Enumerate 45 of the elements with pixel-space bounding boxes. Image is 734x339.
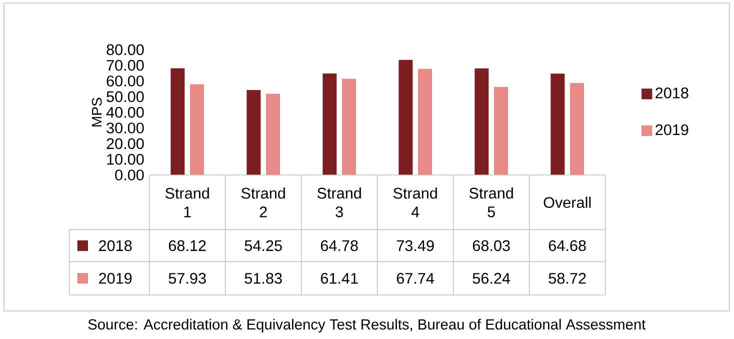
data-label: 73.49 [396, 240, 434, 252]
y-tick-label: 20.00 [106, 138, 144, 150]
data-label: 68.03 [472, 240, 510, 252]
text: 2019 [99, 272, 132, 284]
legend-label: 2019 [656, 124, 688, 136]
x-tick-label: Strand 4 [393, 187, 437, 218]
bar [190, 84, 204, 175]
bar [474, 68, 489, 175]
legend-label: 2018 [99, 240, 132, 252]
x-tick-label: Strand 1 [165, 187, 209, 218]
bar [322, 74, 337, 175]
data-label: 64.68 [548, 240, 586, 252]
data-label: 56.24 [472, 272, 510, 284]
y-tick-label: 40.00 [106, 106, 144, 118]
y-tick-label: 70.00 [106, 60, 144, 71]
data-label: 61.41 [320, 272, 358, 284]
bar [494, 86, 508, 175]
bar [418, 68, 432, 175]
bar [398, 60, 413, 175]
bar [246, 90, 261, 175]
y-tick-label: 50.00 [106, 91, 144, 102]
text: 2018 [656, 88, 688, 98]
y-tick-label: 80.00 [106, 44, 144, 56]
x-tick-label: Strand 2 [241, 187, 285, 218]
data-label: 68.12 [168, 240, 206, 252]
bar [266, 94, 280, 175]
bar [570, 83, 584, 175]
bar [550, 74, 565, 175]
x-tick-label: Strand 3 [317, 187, 361, 218]
bar [342, 78, 356, 175]
data-label: 58.72 [548, 272, 586, 284]
x-tick-label: Overall [544, 196, 591, 208]
bar [170, 68, 185, 175]
y-tick-label: 30.00 [106, 122, 144, 134]
data-label: 51.83 [244, 272, 282, 284]
y-tick-label: 10.00 [107, 154, 144, 165]
data-label: 67.74 [396, 272, 434, 284]
data-label: 54.25 [244, 240, 282, 252]
data-label: 57.93 [168, 272, 206, 284]
y-axis-title: MPS [92, 98, 102, 126]
x-tick-label: Strand 5 [469, 187, 513, 218]
source-note: Source: Accreditation & Equivalency Test Results, Bureau of Educational Assessment [88, 318, 646, 332]
y-tick-label: 0.00 [115, 170, 144, 180]
data-label: 64.78 [320, 240, 358, 252]
y-tick-label: 60.00 [106, 76, 144, 86]
